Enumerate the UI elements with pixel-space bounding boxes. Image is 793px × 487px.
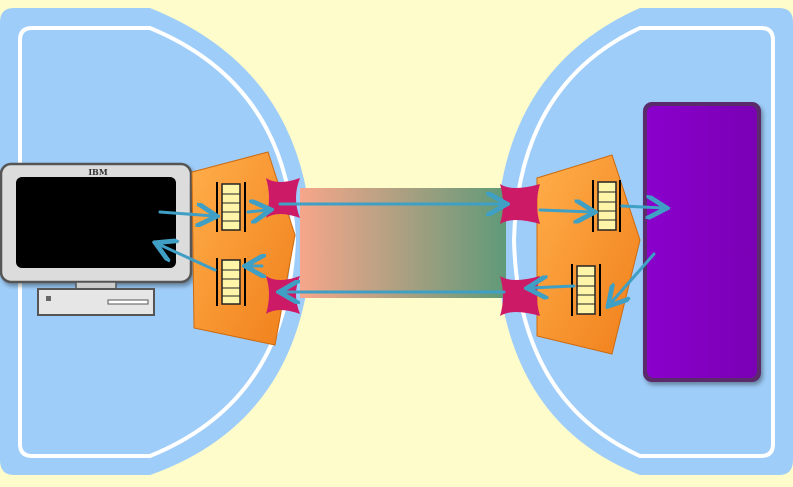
right-connector-top bbox=[500, 184, 540, 224]
arrow-icon bbox=[610, 252, 656, 304]
right-connector-bottom bbox=[500, 276, 540, 316]
arrow-icon bbox=[158, 212, 214, 216]
computer-icon: IBM bbox=[0, 162, 193, 316]
arrow-icon bbox=[158, 244, 217, 272]
buffer-icon bbox=[216, 182, 246, 232]
buffer-icon bbox=[216, 258, 246, 306]
buffer-icon bbox=[571, 264, 601, 316]
left-connector-top bbox=[266, 178, 300, 218]
computer-brand-label: IBM bbox=[88, 167, 108, 177]
arrow-icon bbox=[538, 210, 592, 212]
server-icon bbox=[643, 102, 761, 382]
arrow-icon bbox=[620, 206, 664, 208]
arrow-icon bbox=[530, 286, 576, 288]
communication-channel bbox=[300, 188, 506, 298]
left-connector-bottom bbox=[266, 276, 300, 314]
arrow-icon bbox=[246, 210, 268, 212]
